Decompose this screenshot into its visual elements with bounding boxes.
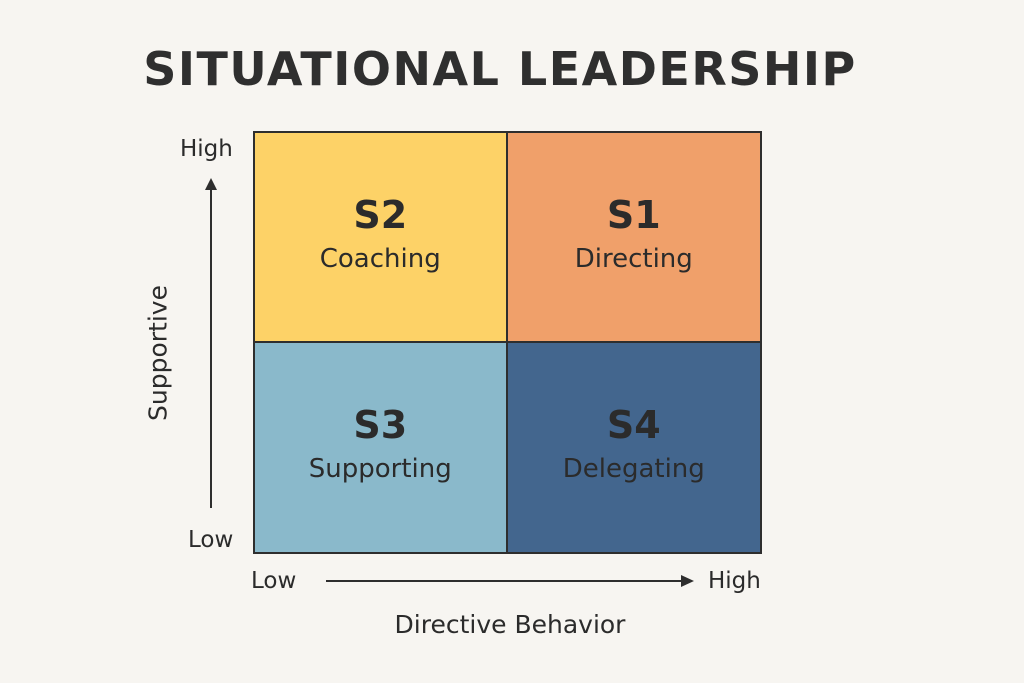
quadrant-code: S2: [353, 192, 408, 237]
y-axis-high-label: High: [180, 136, 233, 162]
quadrant-name: Supporting: [308, 454, 452, 485]
y-axis-arrow: [205, 178, 217, 508]
quadrant-s1-directing: S1 Directing: [507, 133, 760, 343]
quadrant-s4-delegating: S4 Delegating: [507, 342, 760, 552]
x-axis-low-label: Low: [251, 568, 297, 594]
quadrant-s2-coaching: S2 Coaching: [255, 133, 508, 343]
quadrant-name: Coaching: [319, 243, 441, 274]
quadrant-name: Delegating: [562, 454, 705, 485]
quadrant-code: S4: [606, 403, 661, 448]
quadrant-code: S3: [353, 403, 408, 448]
x-axis-high-label: High: [708, 568, 761, 594]
quadrant-name: Directing: [574, 243, 693, 274]
y-axis-title: Supportive: [143, 285, 173, 421]
quadrant-s3-supporting: S3 Supporting: [255, 342, 508, 552]
leadership-matrix: S2 Coaching S1 Directing S3 Supporting S…: [253, 131, 762, 554]
quadrant-code: S1: [606, 192, 661, 237]
diagram-title: SITUATIONAL LEADERSHIP: [143, 42, 857, 96]
y-axis-low-label: Low: [188, 527, 234, 553]
x-axis-arrow: [326, 575, 694, 587]
x-axis-title: Directive Behavior: [394, 610, 626, 639]
